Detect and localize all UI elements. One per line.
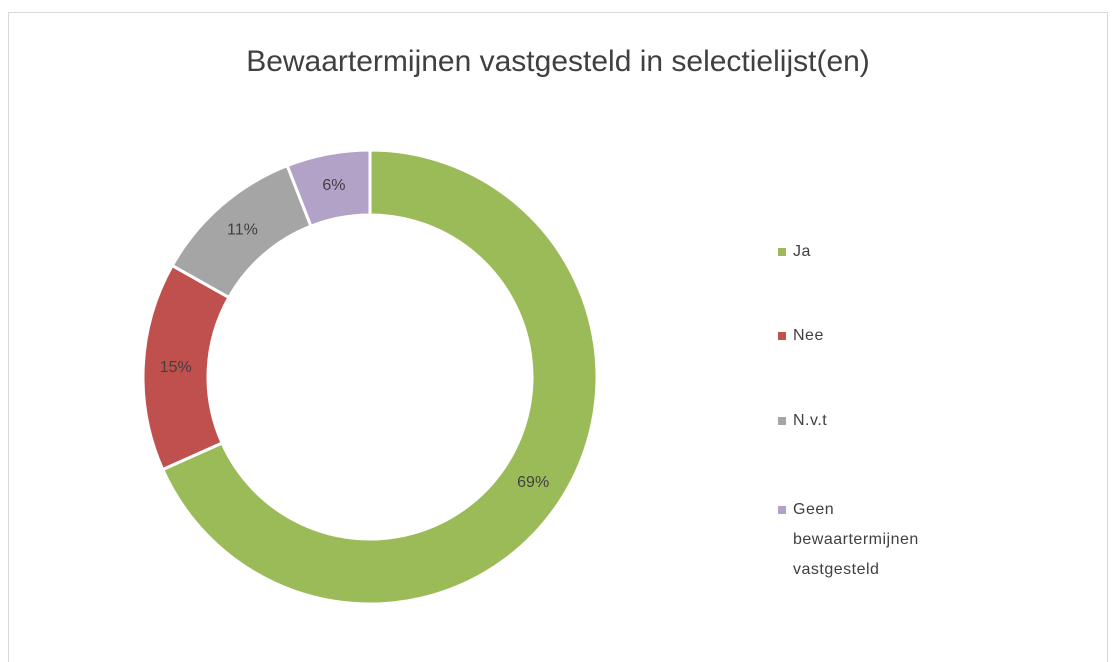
data-label: 11%: [227, 221, 258, 238]
donut-segment: [160, 148, 599, 606]
legend-entry: N.v.t: [778, 406, 943, 436]
legend-swatch: [778, 506, 786, 514]
legend-entry: Ja: [778, 237, 943, 267]
data-label: 69%: [517, 474, 549, 491]
legend-swatch: [778, 248, 786, 256]
legend-entry: Nee: [778, 321, 943, 351]
legend-label: Geen bewaartermijnen vastgesteld: [793, 501, 919, 578]
legend-label: Ja: [793, 243, 811, 260]
legend-swatch: [778, 332, 786, 340]
data-label: 15%: [160, 359, 192, 376]
legend-swatch: [778, 417, 786, 425]
chart-title: Bewaartermijnen vastgesteld in selectiel…: [246, 45, 870, 78]
data-label: 6%: [322, 177, 345, 194]
legend-label: N.v.t: [793, 412, 828, 429]
donut-segment: [285, 148, 372, 229]
legend-label: Nee: [793, 327, 824, 344]
legend-entry: Geen bewaartermijnen vastgesteld: [778, 495, 943, 585]
